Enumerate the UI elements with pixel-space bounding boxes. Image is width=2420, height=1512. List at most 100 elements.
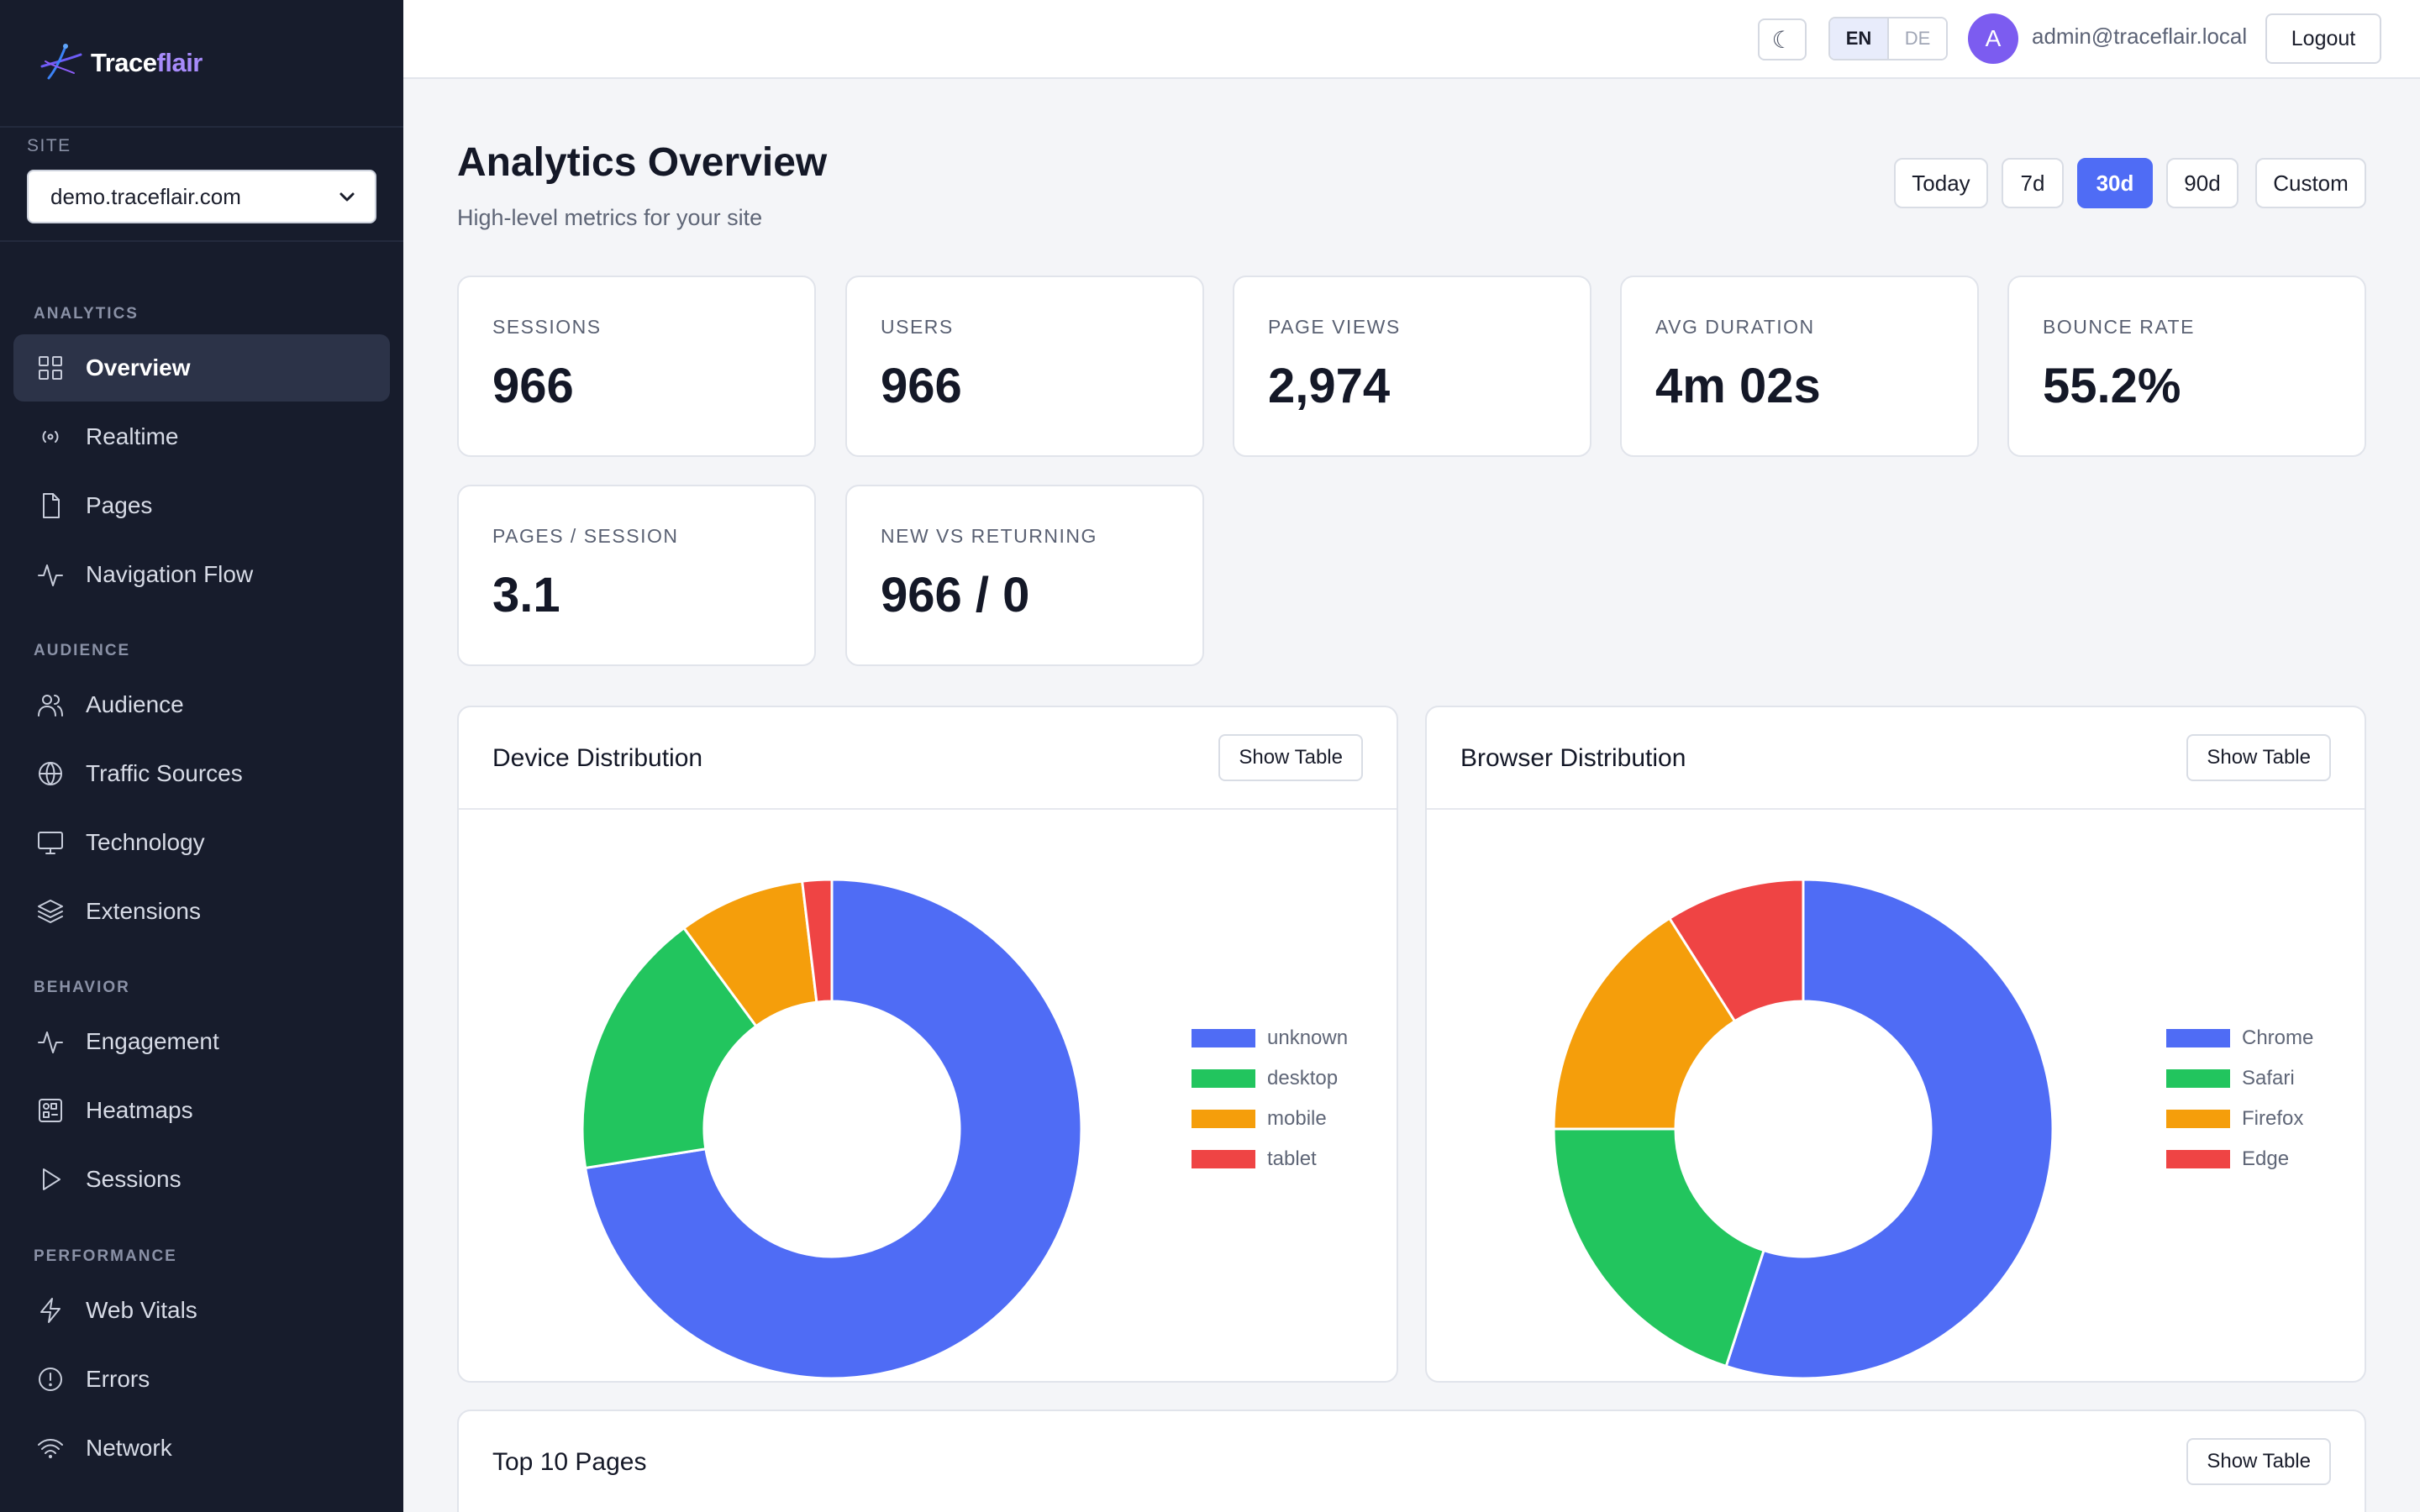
kpi-card-users: USERS 966 — [845, 276, 1204, 457]
show-table-button[interactable]: Show Table — [1218, 734, 1363, 781]
sidebar-item-engagement[interactable]: Engagement — [13, 1008, 390, 1075]
legend-item-mobile[interactable]: mobile — [1192, 1099, 1348, 1139]
brand[interactable]: Traceflair — [0, 0, 403, 128]
show-table-button[interactable]: Show Table — [2186, 734, 2331, 781]
sidebar: Traceflair SITE demo.traceflair.com ANAL… — [0, 0, 403, 1512]
logout-button[interactable]: Logout — [2265, 13, 2381, 64]
lang-en-button[interactable]: EN — [1830, 18, 1887, 59]
kpi-label: SESSIONS — [492, 316, 602, 338]
legend-item-chrome[interactable]: Chrome — [2166, 1018, 2313, 1058]
legend-label: mobile — [1267, 1107, 1327, 1130]
range-custom-button[interactable]: Custom — [2255, 158, 2366, 208]
legend-swatch — [2166, 1150, 2230, 1168]
sidebar-item-realtime[interactable]: Realtime — [13, 403, 390, 470]
sidebar-item-traffic-sources[interactable]: Traffic Sources — [13, 740, 390, 807]
sidebar-item-label: Traffic Sources — [86, 760, 243, 786]
donut-slice-tablet[interactable] — [800, 878, 834, 1004]
sidebar-item-label: Extensions — [86, 898, 201, 924]
sidebar-item-errors[interactable]: Errors — [13, 1346, 390, 1413]
sidebar-item-network[interactable]: Network — [13, 1415, 390, 1482]
kpi-label: PAGES / SESSION — [492, 525, 679, 547]
heatmap-icon — [35, 1095, 66, 1126]
kpi-value: 55.2% — [2043, 359, 2181, 413]
legend-label: Chrome — [2242, 1026, 2314, 1049]
donut-slice-unknown[interactable] — [583, 878, 1083, 1380]
legend-item-desktop[interactable]: desktop — [1192, 1058, 1348, 1099]
sidebar-item-label: Network — [86, 1435, 172, 1461]
theme-toggle-button[interactable]: ☾ — [1758, 18, 1807, 60]
legend-swatch — [2166, 1069, 2230, 1088]
kpi-card-avg-duration: AVG DURATION 4m 02s — [1620, 276, 1979, 457]
language-switcher: EN DE — [1828, 17, 1948, 60]
brand-name: Traceflair — [91, 48, 203, 77]
kpi-card-page-views: PAGE VIEWS 2,974 — [1233, 276, 1591, 457]
kpi-label: AVG DURATION — [1655, 316, 1815, 338]
range-30d-button[interactable]: 30d — [2077, 158, 2153, 208]
layers-icon — [35, 896, 66, 927]
sidebar-item-web-vitals[interactable]: Web Vitals — [13, 1277, 390, 1344]
legend-item-safari[interactable]: Safari — [2166, 1058, 2313, 1099]
panel-title: Browser Distribution — [1460, 744, 1686, 772]
nav-section-title: AUDIENCE — [34, 642, 131, 659]
kpi-card-new-vs-returning: NEW VS RETURNING 966 / 0 — [845, 485, 1204, 666]
legend-swatch — [1192, 1110, 1255, 1128]
kpi-card-sessions: SESSIONS 966 — [457, 276, 816, 457]
kpi-label: NEW VS RETURNING — [881, 525, 1097, 547]
wifi-icon — [35, 1433, 66, 1463]
donut-slice-chrome[interactable] — [1724, 878, 2054, 1380]
legend-swatch — [1192, 1029, 1255, 1047]
divider — [459, 808, 1397, 810]
legend-swatch — [2166, 1029, 2230, 1047]
sidebar-item-label: Navigation Flow — [86, 561, 254, 587]
range-90d-button[interactable]: 90d — [2166, 158, 2238, 208]
lang-de-button[interactable]: DE — [1887, 18, 1946, 59]
sidebar-item-pages[interactable]: Pages — [13, 472, 390, 539]
donut-slice-safari[interactable] — [1552, 1127, 1765, 1368]
donut-slice-firefox[interactable] — [1552, 916, 1737, 1131]
kpi-value: 966 — [492, 359, 574, 413]
zap-icon — [35, 1295, 66, 1326]
sidebar-item-label: Engagement — [86, 1028, 219, 1054]
kpi-value: 2,974 — [1268, 359, 1391, 413]
legend-item-firefox[interactable]: Firefox — [2166, 1099, 2313, 1139]
sidebar-item-technology[interactable]: Technology — [13, 809, 390, 876]
donut-slice-desktop[interactable] — [581, 926, 758, 1170]
activity-icon — [35, 559, 66, 590]
nav-section-title: PERFORMANCE — [34, 1247, 177, 1265]
sidebar-item-label: Overview — [86, 354, 191, 381]
sidebar-item-extensions[interactable]: Extensions — [13, 878, 390, 945]
legend-item-unknown[interactable]: unknown — [1192, 1018, 1348, 1058]
legend-label: desktop — [1267, 1067, 1339, 1089]
play-icon — [35, 1164, 66, 1194]
kpi-value: 4m 02s — [1655, 359, 1821, 413]
sidebar-item-overview[interactable]: Overview — [13, 334, 390, 402]
alert-icon — [35, 1364, 66, 1394]
range-7d-button[interactable]: 7d — [2002, 158, 2064, 208]
avatar[interactable]: A — [1968, 13, 2018, 64]
legend-item-tablet[interactable]: tablet — [1192, 1139, 1348, 1179]
range-today-button[interactable]: Today — [1894, 158, 1988, 208]
device-legend: unknown desktop mobile tablet — [1192, 1018, 1348, 1179]
sidebar-item-label: Audience — [86, 691, 184, 717]
sidebar-item-heatmaps[interactable]: Heatmaps — [13, 1077, 390, 1144]
legend-item-edge[interactable]: Edge — [2166, 1139, 2313, 1179]
sidebar-item-sessions[interactable]: Sessions — [13, 1146, 390, 1213]
kpi-value: 966 — [881, 359, 962, 413]
site-select[interactable]: demo.traceflair.com — [27, 170, 376, 223]
grid-icon — [35, 353, 66, 383]
show-table-button[interactable]: Show Table — [2186, 1438, 2331, 1485]
legend-label: unknown — [1267, 1026, 1349, 1049]
sidebar-item-label: Pages — [86, 492, 153, 518]
kpi-label: PAGE VIEWS — [1268, 316, 1401, 338]
topbar: ☾ EN DE A admin@traceflair.local Logout — [403, 0, 2420, 79]
nav-section-title: ANALYTICS — [34, 305, 139, 323]
donut-slice-edge[interactable] — [1667, 878, 1805, 1023]
browser-legend: Chrome Safari Firefox Edge — [2166, 1018, 2313, 1179]
site-picker: SITE demo.traceflair.com — [0, 128, 403, 242]
sidebar-item-navigation-flow[interactable]: Navigation Flow — [13, 541, 390, 608]
device-donut-chart — [581, 878, 1083, 1380]
kpi-card-pages-session: PAGES / SESSION 3.1 — [457, 485, 816, 666]
sidebar-item-audience[interactable]: Audience — [13, 671, 390, 738]
legend-label: Safari — [2242, 1067, 2295, 1089]
file-icon — [35, 491, 66, 521]
